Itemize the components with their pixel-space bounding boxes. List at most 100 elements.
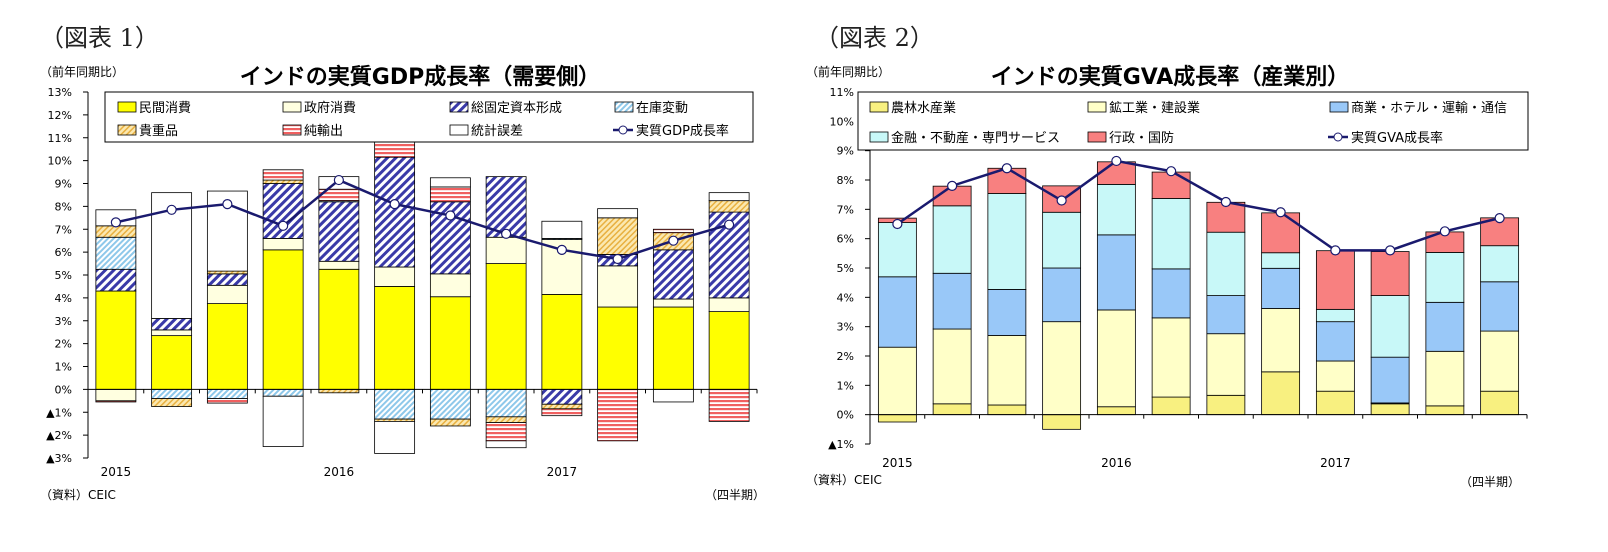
bar-segment-2015Q3-3 [206,388,248,399]
bar-segment-2017Q1-1 [1315,360,1355,392]
bar-segment-2017Q4-0 [708,311,750,390]
growth-rate-point-2017Q2 [1385,245,1396,256]
growth-rate-point-2015Q1 [892,218,903,230]
y-tick-label: 6% [55,246,72,259]
bar-segment-2017Q3-1 [1425,350,1465,407]
period-note: （四半期） [1460,475,1520,489]
bar-segment-2016Q3-3 [1206,231,1246,296]
bar-segment-2015Q3-0 [987,404,1027,416]
bar-segment-2016Q1-2 [318,201,360,262]
y-tick-label: 8% [55,200,72,213]
y-tick-label: ▲1% [828,438,854,451]
bar-segment-2016Q1-0 [1096,406,1136,416]
bar-segment-2017Q1-0 [541,294,583,390]
bar-segment-2017Q2-1 [597,265,639,308]
legend-label: 民間消費 [139,101,191,116]
y-tick-label: 13% [48,86,72,99]
legend-label: 行政・国防 [1109,130,1174,146]
bar-segment-2016Q3-1 [1206,333,1246,396]
bar-segment-2017Q4-4 [708,200,750,213]
legend-label: 商業・ホテル・運輸・通信 [1351,100,1507,116]
growth-rate-point-2015Q2 [947,180,958,191]
legend-label: 在庫変動 [636,100,688,116]
bar-segment-2017Q4-5 [708,388,750,422]
bar-segment-2015Q1-5 [95,400,137,403]
growth-rate-point-2015Q3 [222,198,233,210]
growth-rate-point-2017Q3 [668,235,679,246]
bar-segment-2015Q1-0 [95,290,137,390]
bar-segment-2016Q3-6 [429,177,471,188]
bar-segment-2017Q1-2 [1315,321,1355,362]
bar-segment-2015Q2-0 [151,335,193,390]
bar-segment-2015Q2-0 [932,403,972,416]
y-tick-label: 1% [837,379,854,392]
legend-label: 政府消費 [304,101,356,116]
growth-rate-point-2016Q3 [1220,196,1231,208]
bar-segment-2016Q1-4 [318,388,360,394]
bar-segment-2015Q1-2 [95,268,137,292]
figure-1-label: （図表 1） [40,24,159,52]
bar-segment-2017Q2-0 [597,306,639,390]
y-tick-label: 10% [48,155,72,168]
growth-rate-point-2017Q1 [556,244,567,255]
bar-segment-2016Q4-2 [1261,267,1301,309]
bar-segment-2015Q1-0 [877,414,917,423]
y-tick-label: 4% [837,291,854,304]
y-tick-label: 4% [55,292,72,305]
bar-segment-2017Q1-2 [541,388,583,405]
x-year-label: 2015 [101,465,132,479]
bar-segment-2015Q2-2 [151,318,193,331]
x-year-label: 2017 [547,465,578,479]
bar-segment-2017Q2-5 [597,388,639,442]
growth-rate-point-2015Q4 [1056,195,1067,206]
y-tick-label: 3% [55,315,72,328]
bar-segment-2015Q2-2 [932,272,972,330]
bar-segment-2016Q3-0 [1206,394,1246,416]
x-year-label: 2016 [324,465,355,479]
x-year-label: 2016 [1101,456,1132,470]
y-tick-label: ▲2% [46,429,72,442]
bar-segment-2016Q2-0 [1151,396,1191,416]
bar-segment-2015Q2-3 [932,205,972,274]
legend-marker [1333,132,1343,142]
bar-segment-2015Q2-1 [932,328,972,405]
bar-segment-2015Q3-1 [206,284,248,304]
bar-segment-2016Q2-2 [374,156,416,268]
period-note: （四半期） [705,488,765,502]
y-tick-label: 5% [55,269,72,282]
y-tick-label: 5% [837,262,854,275]
bar-segment-2016Q4-2 [485,176,527,238]
legend-swatch [449,101,469,113]
bar-segment-2017Q1-5 [541,408,583,417]
y-tick-label: ▲1% [46,406,72,419]
bar-segment-2017Q4-3 [1480,245,1520,283]
bar-segment-2015Q4-0 [1042,414,1082,430]
y-tick-label: 11% [830,86,854,99]
growth-rate-point-2017Q4 [1494,213,1505,224]
growth-rate-point-2016Q2 [389,198,400,210]
bar-segment-2016Q4-3 [485,388,527,418]
bar-segment-2015Q4-6 [262,395,304,447]
bar-segment-2016Q3-1 [429,273,471,298]
bar-segment-2017Q3-6 [652,388,694,403]
legend-box [857,91,1529,151]
legend-swatch [1087,101,1107,113]
bar-segment-2017Q2-4 [597,217,639,255]
bar-segment-2017Q2-3 [1370,295,1410,358]
legend-label: 鉱工業・建設業 [1109,100,1200,116]
y-axis-unit-label: （前年同期比） [40,64,124,79]
legend-label: 農林水産業 [891,100,956,116]
y-tick-label: 12% [48,109,72,122]
bar-segment-2016Q4-5 [485,422,527,442]
y-tick-label: 2% [55,338,72,351]
legend-swatch [1087,131,1107,143]
bar-segment-2015Q1-1 [877,346,917,416]
y-axis-unit-label: （前年同期比） [806,64,890,79]
y-tick-label: 3% [837,321,854,334]
legend-swatch [117,124,137,136]
growth-rate-point-2016Q4 [1275,207,1286,218]
bar-segment-2016Q4-0 [1261,371,1301,416]
chart-title: インドの実質GDP成長率（需要側） [240,64,600,90]
